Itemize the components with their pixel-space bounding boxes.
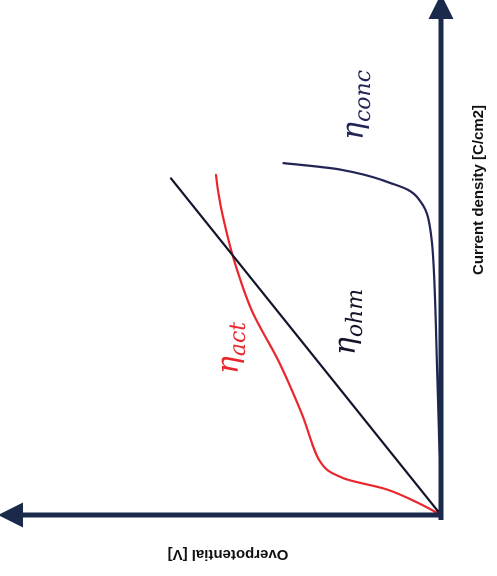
y-axis-label: Current density [C/cm2] <box>470 105 487 275</box>
eta-ohm-label: ηohm <box>328 289 368 355</box>
series-line-ohm <box>169 177 443 517</box>
series-line-act <box>214 173 443 517</box>
plot-area <box>169 162 443 517</box>
eta-conc-label-main: η <box>336 122 371 140</box>
series-line-conc <box>282 162 443 517</box>
eta-act-label-sub: act <box>226 322 251 356</box>
eta-conc-label-sub: conc <box>351 70 376 122</box>
eta-conc-label: ηconc <box>336 70 376 140</box>
eta-ohm-label-sub: ohm <box>343 289 368 337</box>
eta-ohm-label-main: η <box>328 337 363 355</box>
x-axis-label: Overpotential [V] <box>168 546 289 563</box>
eta-act-label: ηact <box>211 322 251 374</box>
eta-act-label-main: η <box>211 356 246 374</box>
